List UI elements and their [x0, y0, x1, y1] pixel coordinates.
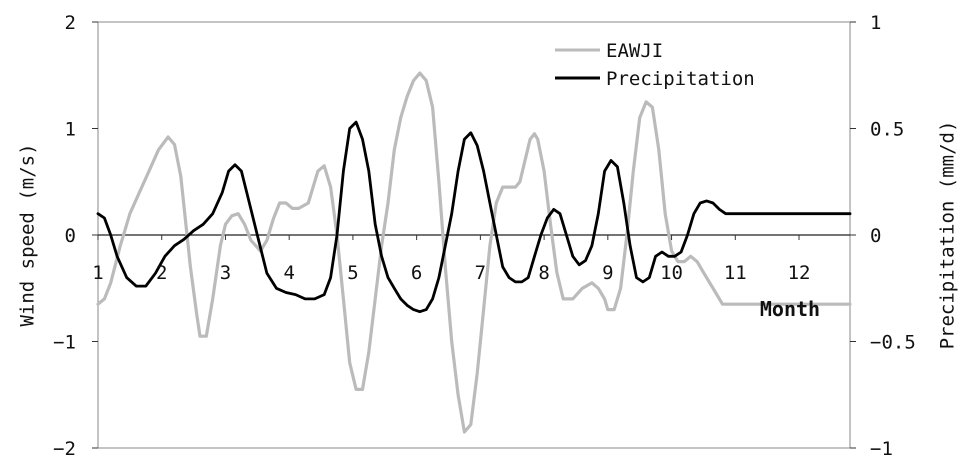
x-tick-label: 10	[660, 262, 683, 284]
y2-tick-label: 1	[870, 12, 881, 34]
legend: EAWJI Precipitation	[555, 40, 755, 90]
x-tick-label: 8	[538, 262, 549, 284]
y2-tick-label: −1	[870, 438, 893, 460]
x-axis-label: Month	[760, 297, 820, 321]
legend-label-eawji: EAWJI	[606, 40, 663, 62]
series-line-eawji	[96, 71, 852, 434]
y-tick-label: −2	[53, 438, 76, 460]
x-tick-label: 1	[92, 262, 103, 284]
x-tick-label: 11	[724, 262, 747, 284]
x-tick-label: 7	[475, 262, 486, 284]
y2-tick-label: 0.5	[870, 119, 904, 141]
x-tick-label: 12	[788, 262, 811, 284]
y-axis-label: Wind speed (m/s)	[17, 143, 39, 326]
series-layer	[96, 71, 852, 434]
x-tick-label: 4	[283, 262, 294, 284]
y-tick-label: 0	[65, 225, 76, 247]
x-tick-label: 9	[602, 262, 613, 284]
y-tick-label: 1	[65, 119, 76, 141]
series-line-precipitation	[96, 120, 852, 314]
y2-tick-label: −0.5	[870, 332, 916, 354]
x-tick-label: 6	[411, 262, 422, 284]
x-tick-label: 5	[347, 262, 358, 284]
x-tick-label: 2	[156, 262, 167, 284]
y2-axis-label: Precipitation (mm/d)	[937, 121, 959, 350]
y-tick-label: −1	[53, 332, 76, 354]
legend-label-precipitation: Precipitation	[606, 68, 755, 90]
x-tick-label: 3	[220, 262, 231, 284]
y2-tick-label: 0	[870, 225, 881, 247]
y-tick-label: 2	[65, 12, 76, 34]
